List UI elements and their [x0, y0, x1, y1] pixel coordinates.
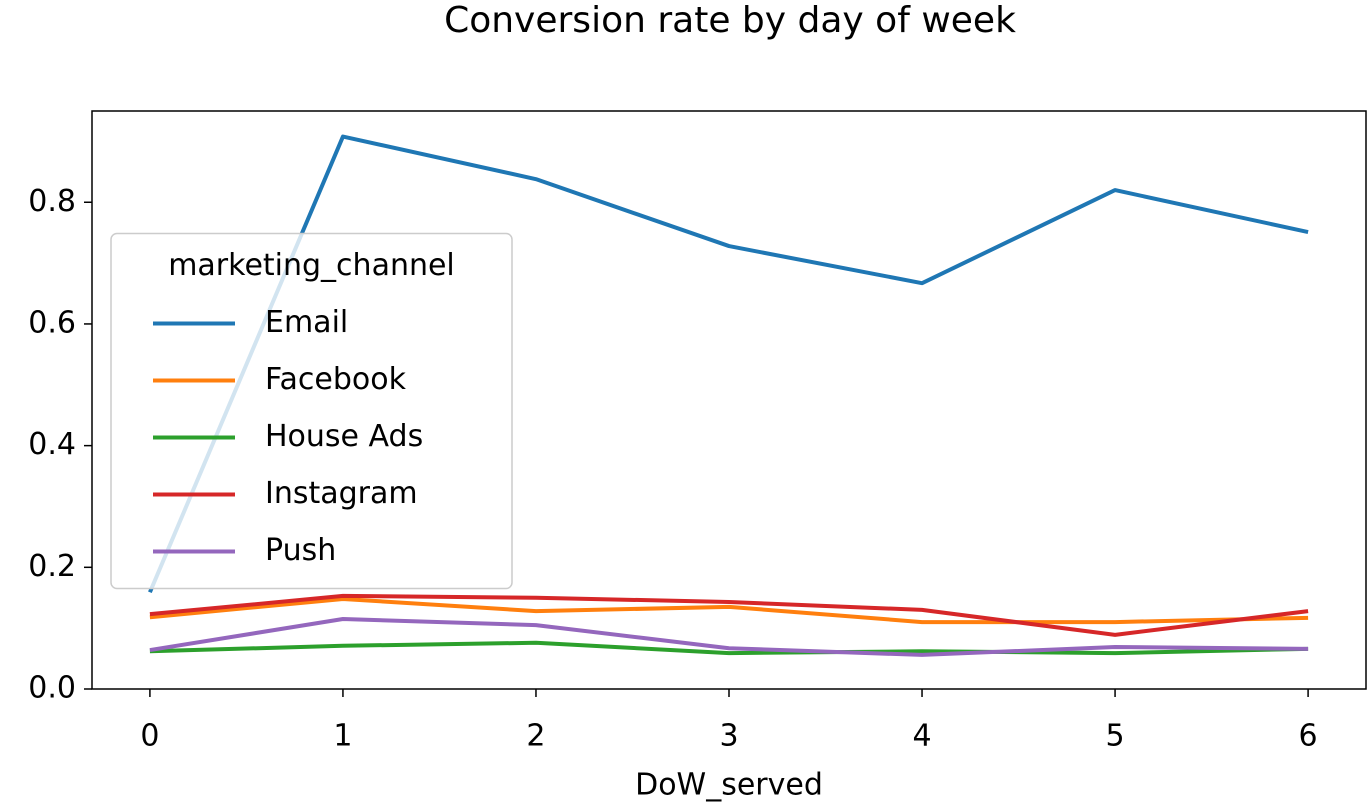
x-tick-label: 5	[1106, 719, 1125, 754]
y-tick-label: 0.4	[28, 427, 76, 462]
chart-title: Conversion rate by day of week	[444, 0, 1016, 41]
x-tick-label: 3	[719, 719, 738, 754]
series-line	[149, 617, 1309, 657]
series-line	[149, 593, 1309, 637]
series-line	[149, 596, 1309, 625]
legend-label: Facebook	[265, 362, 407, 397]
series-line	[148, 134, 1309, 594]
y-tick-label: 0.2	[28, 549, 76, 584]
y-tick-label: 0.0	[28, 671, 76, 706]
x-tick-label: 2	[526, 719, 545, 754]
y-tick-label: 0.6	[28, 305, 76, 340]
legend-label: Push	[265, 533, 336, 568]
x-tick-label: 4	[912, 719, 931, 754]
x-tick-label: 6	[1299, 719, 1318, 754]
x-tick-label: 1	[333, 719, 352, 754]
legend-title: marketing_channel	[168, 248, 455, 283]
x-axis-label: DoW_served	[635, 768, 823, 803]
y-tick-label: 0.8	[28, 184, 76, 219]
legend: marketing_channel Email Facebook House Ads I…	[110, 232, 513, 590]
legend-label: Instagram	[265, 476, 418, 511]
plot-frame	[91, 110, 1367, 690]
legend-label: Email	[265, 305, 348, 340]
x-tick-label: 0	[140, 719, 159, 754]
series-line	[149, 640, 1309, 656]
legend-label: House Ads	[265, 419, 423, 454]
